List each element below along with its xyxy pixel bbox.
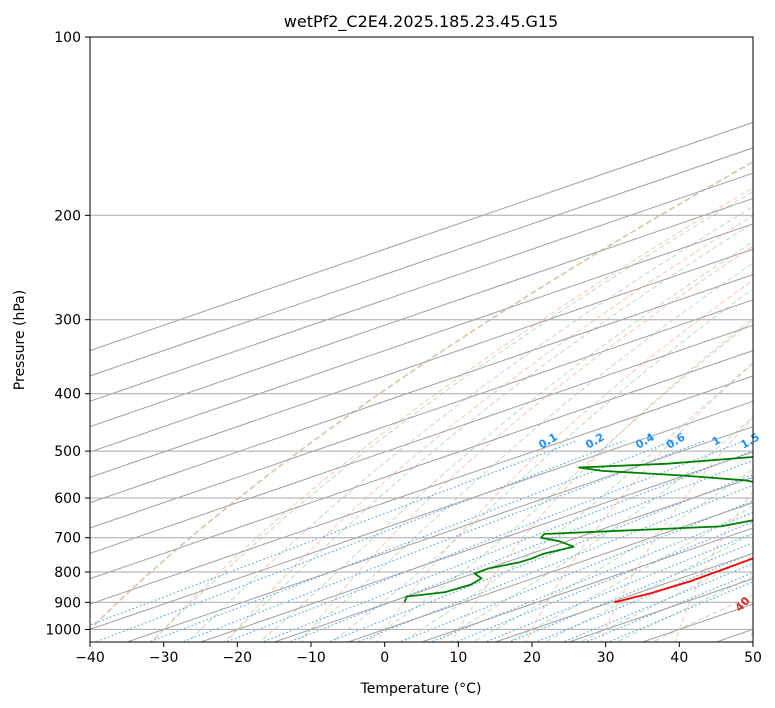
y-tick-label: 700 <box>54 531 81 547</box>
isotherm <box>125 426 753 642</box>
isotherm <box>90 274 753 504</box>
y-tick-label: 400 <box>54 387 81 403</box>
x-tick-label: 50 <box>744 650 762 666</box>
isotherm <box>90 299 753 529</box>
x-tick-label: 40 <box>670 650 688 666</box>
y-tick-label: 800 <box>54 565 81 581</box>
isotherm <box>90 197 753 428</box>
x-tick-label: −40 <box>75 650 105 666</box>
mixing-ratio-line <box>356 484 753 642</box>
isotherm <box>90 121 753 352</box>
mixing-ratio-line <box>534 552 753 642</box>
y-tick-label: 1000 <box>45 622 81 638</box>
mixing-ratio-line <box>561 563 753 642</box>
mixing-ratio-line <box>584 571 753 642</box>
isotherm <box>90 375 753 605</box>
axis-ticks: −40 −30 −20 −10 0 10 20 30 40 50 100 200 300 400 500 60… <box>45 30 762 666</box>
x-tick-label: 30 <box>597 650 615 666</box>
isotherm <box>90 400 753 630</box>
mixing-ratio-line <box>94 440 625 642</box>
y-tick-label: 100 <box>54 30 81 46</box>
isotherm <box>90 350 753 580</box>
mixing-ratio-line <box>484 532 753 642</box>
y-tick-label: 600 <box>54 491 81 507</box>
mixing-ratio-line <box>180 440 705 642</box>
x-tick-label: 20 <box>523 650 541 666</box>
dry-adiabat-surface <box>90 161 753 631</box>
y-tick-label: 200 <box>54 208 81 224</box>
x-tick-label: −10 <box>296 650 326 666</box>
dry-adiabat <box>525 362 753 642</box>
y-axis-label: Pressure (hPa) <box>12 290 28 390</box>
y-tick-label: 500 <box>54 444 81 460</box>
isotherm <box>90 223 753 453</box>
background-line-labels: 0.1 0.2 0.4 0.6 1 1.540 <box>536 430 761 614</box>
pressure-gridlines <box>90 37 753 630</box>
mixing-ratio-line <box>508 542 753 642</box>
mixing-ratio-line <box>90 440 578 626</box>
x-tick-label: 10 <box>449 650 467 666</box>
dry-adiabat <box>301 245 753 642</box>
isotherm <box>90 147 753 377</box>
isotherm <box>346 502 753 642</box>
dewpoint-line <box>403 456 753 603</box>
y-tick-label: 300 <box>54 313 81 329</box>
mixing-ratio-line <box>454 521 753 642</box>
isotherm <box>90 172 753 402</box>
x-tick-label: 0 <box>380 650 389 666</box>
sounding-series <box>403 456 753 604</box>
isotherm <box>420 527 753 642</box>
mixing-ratio-line <box>224 440 746 642</box>
mixing-ratio-line <box>147 440 675 642</box>
isotherm <box>199 451 753 642</box>
moist-adiabat <box>471 468 753 642</box>
chart-title: wetPf2_C2E4.2025.185.23.45.G15 <box>284 12 558 32</box>
x-axis-label: Temperature (°C) <box>360 681 482 697</box>
mixing-ratio-line <box>288 459 753 642</box>
mixing-ratio-line <box>429 511 753 642</box>
x-tick-label: −30 <box>149 650 179 666</box>
isotherm <box>90 324 753 554</box>
plot-frame <box>89 36 754 643</box>
dry-adiabat <box>226 214 753 642</box>
moist-adiabat <box>222 222 753 642</box>
isotherm <box>272 476 753 642</box>
y-tick-label: 900 <box>54 595 81 611</box>
mixing-ratio-line <box>398 500 753 642</box>
isotherm <box>90 248 753 478</box>
x-tick-label: −20 <box>223 650 253 666</box>
